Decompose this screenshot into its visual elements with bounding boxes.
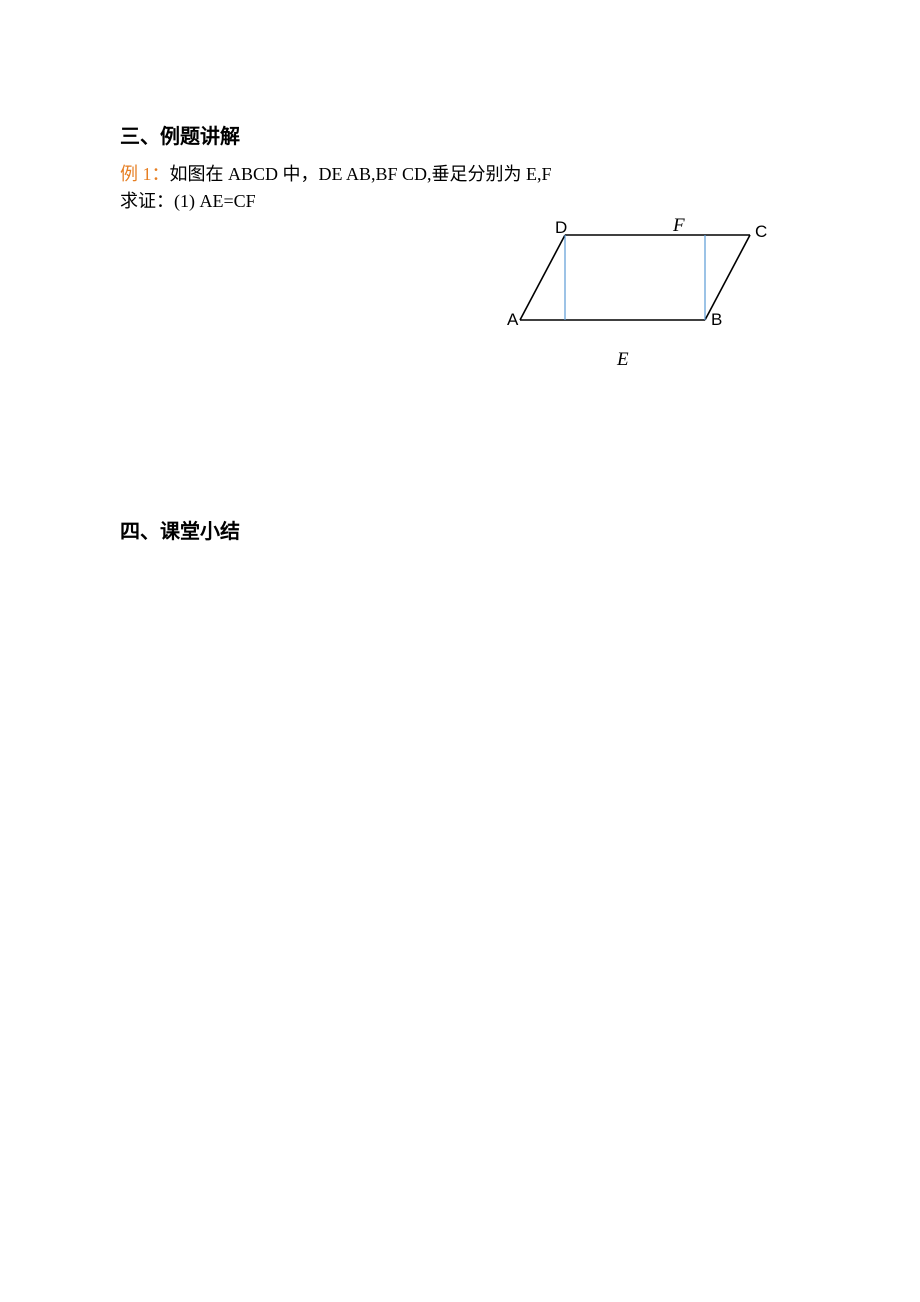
proof-line: 求证：(1) AE=CF (120, 188, 800, 215)
label-D: D (555, 218, 567, 237)
label-B: B (711, 310, 722, 329)
section-4-heading: 四、课堂小结 (120, 515, 800, 544)
section-3-heading: 三、例题讲解 (120, 120, 800, 149)
label-E: E (616, 349, 629, 370)
label-F: F (672, 215, 685, 236)
label-A: A (507, 310, 519, 329)
parallelogram-figure: D F C A B E (505, 215, 785, 375)
edge-CB (705, 235, 750, 320)
edge-AD (520, 235, 565, 320)
problem-text: 如图在 ABCD 中，DE AB,BF CD,垂足分别为 E,F (170, 164, 552, 184)
label-C: C (755, 222, 767, 241)
figure-svg: D F C A B E (505, 215, 785, 375)
problem-line: 例 1：如图在 ABCD 中，DE AB,BF CD,垂足分别为 E,F (120, 161, 800, 188)
example-label: 例 1： (120, 164, 170, 184)
